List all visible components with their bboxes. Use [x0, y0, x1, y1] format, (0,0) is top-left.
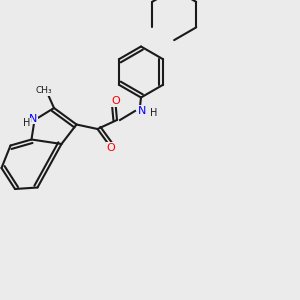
- Text: O: O: [106, 143, 116, 153]
- Text: H: H: [150, 107, 158, 118]
- Text: H: H: [23, 118, 31, 128]
- Text: O: O: [111, 96, 120, 106]
- Text: N: N: [29, 113, 37, 124]
- Text: N: N: [138, 106, 147, 116]
- Text: CH₃: CH₃: [35, 86, 52, 95]
